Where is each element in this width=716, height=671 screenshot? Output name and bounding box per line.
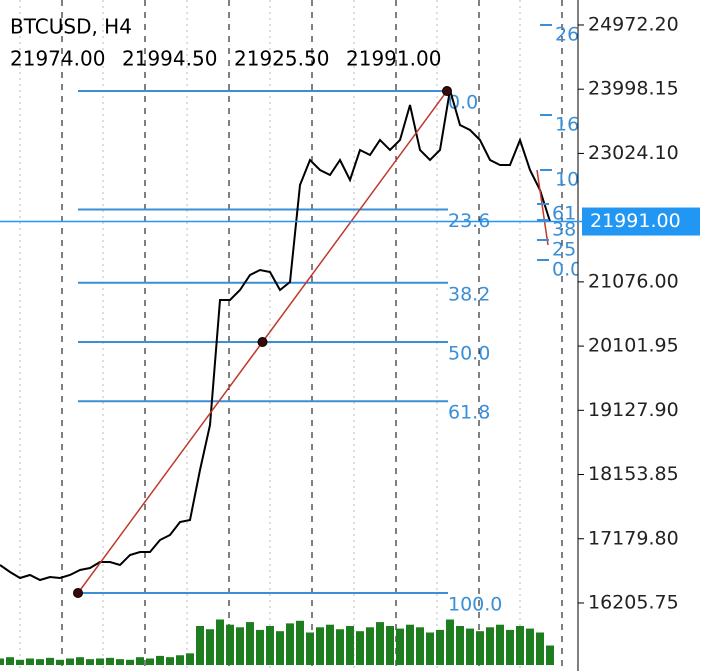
- y-tick-label: 16205.75: [588, 591, 679, 613]
- volume-bar: [326, 624, 334, 665]
- volume-bar: [446, 619, 454, 665]
- volume-bar: [36, 659, 44, 665]
- volume-bar: [536, 632, 544, 665]
- volume-bar: [26, 658, 34, 665]
- ohlc-value: 21925.50: [234, 47, 329, 71]
- fib-anchor: [257, 336, 268, 347]
- volume-bar: [56, 659, 64, 665]
- volume-bar: [316, 627, 324, 665]
- volume-bar: [436, 629, 444, 665]
- volume-bar: [236, 627, 244, 665]
- volume-bar: [146, 658, 154, 665]
- volume-bar: [76, 657, 84, 665]
- volume-bar: [296, 620, 304, 665]
- secondary-fib-label: 25: [552, 239, 576, 261]
- y-tick-label: 19127.90: [588, 399, 679, 421]
- volume-bar: [126, 659, 134, 665]
- volume-bar: [476, 631, 484, 665]
- ohlc-value: 21974.00: [10, 47, 105, 71]
- secondary-fib-label: 38: [552, 219, 576, 241]
- volume-bar: [506, 629, 514, 665]
- volume-bar: [246, 622, 254, 665]
- volume-bar: [466, 628, 474, 665]
- volume-bar: [86, 659, 94, 665]
- y-tick-label: 20101.95: [588, 335, 679, 357]
- volume-bar: [526, 628, 534, 665]
- y-tick-label: 23024.10: [588, 142, 679, 164]
- y-tick-label: 21076.00: [588, 270, 679, 292]
- volume-bar: [496, 624, 504, 665]
- volume-bar: [366, 627, 374, 665]
- volume-bar: [346, 626, 354, 665]
- volume-bar: [196, 626, 204, 665]
- volume-bar: [456, 626, 464, 665]
- volume-bar: [16, 659, 24, 665]
- y-tick-label: 17179.80: [588, 527, 679, 549]
- chart-title: BTCUSD, H4: [10, 15, 132, 39]
- volume-bar: [116, 659, 124, 665]
- volume-bar: [96, 658, 104, 665]
- volume-bar: [396, 628, 404, 665]
- volume-bar: [186, 653, 194, 665]
- ohlc-value: 21994.50: [122, 47, 217, 71]
- volume-bar: [256, 629, 264, 665]
- volume-bar: [46, 657, 54, 665]
- volume-bar: [6, 657, 14, 665]
- volume-bar: [416, 627, 424, 665]
- last-price-label: 21991.00: [590, 210, 681, 232]
- secondary-fib-label: 0.0: [552, 259, 582, 281]
- volume-bar: [136, 657, 144, 665]
- volume-bar: [0, 658, 4, 665]
- volume-bar: [206, 629, 214, 665]
- y-tick-label: 18153.85: [588, 463, 679, 485]
- fib-label: 100.0: [448, 594, 502, 616]
- fib-label: 50.0: [448, 342, 490, 364]
- fib-anchor: [442, 85, 452, 96]
- secondary-fib-label: 16: [555, 114, 579, 136]
- secondary-fib-label: 61: [552, 203, 576, 225]
- volume-bar: [66, 658, 74, 665]
- volume-bar: [376, 622, 384, 665]
- ohlc-value: 21991.00: [346, 47, 441, 71]
- volume-bar: [386, 626, 394, 665]
- last-price-box: [582, 207, 700, 236]
- y-tick-label: 24972.20: [588, 13, 679, 35]
- volume-bar: [156, 655, 164, 665]
- volume-bar: [106, 657, 114, 665]
- price-line: [0, 89, 551, 582]
- time-grid: [19, 0, 563, 671]
- volume-bar: [266, 626, 274, 665]
- volume-bar: [516, 626, 524, 665]
- volume-bar: [176, 655, 184, 665]
- secondary-fib-label: 26: [555, 24, 579, 46]
- volume-bar: [216, 619, 224, 665]
- secondary-fib-label: 10: [555, 169, 579, 191]
- y-tick-label: 23998.15: [588, 78, 679, 100]
- volume-bar: [336, 629, 344, 665]
- volume-bar: [546, 645, 554, 665]
- volume-bar: [406, 624, 414, 665]
- fib-anchor: [73, 588, 83, 599]
- volume-bar: [306, 632, 314, 665]
- ohlc-values: 21974.00 21994.50 21925.50 21991.00: [10, 47, 441, 71]
- volume-bar: [486, 627, 494, 665]
- volume-bar: [286, 623, 294, 665]
- volume-bar: [276, 631, 284, 665]
- fib-label: 38.2: [448, 283, 490, 305]
- volume-bar: [426, 632, 434, 665]
- volume-bar: [166, 657, 174, 665]
- fib-label: 61.8: [448, 402, 490, 424]
- secondary-trendline: [536, 169, 549, 246]
- volume-bar: [356, 631, 364, 665]
- volume-bar: [226, 624, 234, 665]
